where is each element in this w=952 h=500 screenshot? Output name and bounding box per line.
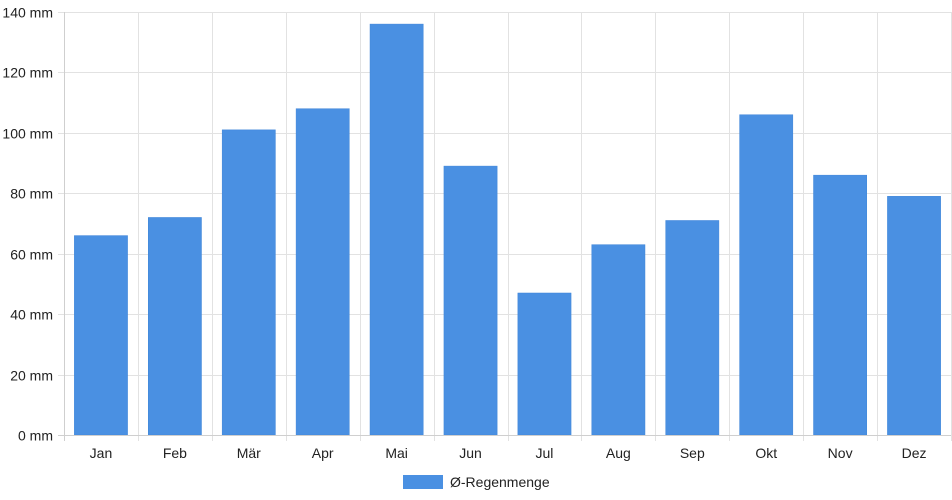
y-tick-label: 0 mm xyxy=(18,428,53,444)
legend-label[interactable]: Ø-Regenmenge xyxy=(450,474,550,490)
y-tick-label: 20 mm xyxy=(10,368,53,384)
legend[interactable]: Ø-Regenmenge xyxy=(403,474,550,490)
y-axis-ticks: 0 mm 20 mm 40 mm 60 mm 80 mm 100 mm 120 mm 140 … xyxy=(2,5,53,444)
bar-apr[interactable] xyxy=(295,108,350,436)
x-tick-label: Apr xyxy=(312,445,334,461)
x-tick-label: Aug xyxy=(606,445,631,461)
x-tick-label: Jul xyxy=(536,445,554,461)
legend-swatch[interactable] xyxy=(403,475,443,489)
bar-feb[interactable] xyxy=(148,217,202,436)
bar-okt[interactable] xyxy=(739,114,794,436)
x-tick-label: Jun xyxy=(459,445,482,461)
bar-nov[interactable] xyxy=(813,174,867,436)
bar-jun[interactable] xyxy=(443,165,498,436)
x-tick-label: Okt xyxy=(755,445,777,461)
x-tick-label: Feb xyxy=(163,445,187,461)
bars xyxy=(74,23,941,436)
bar-aug[interactable] xyxy=(591,244,646,436)
bar-jan[interactable] xyxy=(74,235,128,436)
y-tick-label: 60 mm xyxy=(10,247,53,263)
grid-lines xyxy=(58,12,952,441)
bar-dez[interactable] xyxy=(887,196,941,436)
x-axis-ticks: Jan Feb Mär Apr Mai Jun Jul Aug Sep Okt Nov Dez xyxy=(90,445,927,461)
x-tick-label: Sep xyxy=(680,445,705,461)
bar-jul[interactable] xyxy=(517,292,572,436)
x-tick-label: Mär xyxy=(237,445,261,461)
x-tick-label: Mai xyxy=(385,445,408,461)
y-tick-label: 80 mm xyxy=(10,186,53,202)
axes xyxy=(58,12,951,441)
x-tick-label: Nov xyxy=(828,445,853,461)
bar-mai[interactable] xyxy=(369,23,424,436)
bar-sep[interactable] xyxy=(665,220,720,436)
bar-mär[interactable] xyxy=(221,129,276,436)
x-tick-label: Dez xyxy=(902,445,927,461)
y-tick-label: 120 mm xyxy=(2,65,53,81)
x-tick-label: Jan xyxy=(90,445,113,461)
y-tick-label: 100 mm xyxy=(2,126,53,142)
y-tick-label: 40 mm xyxy=(10,307,53,323)
y-tick-label: 140 mm xyxy=(2,5,53,21)
